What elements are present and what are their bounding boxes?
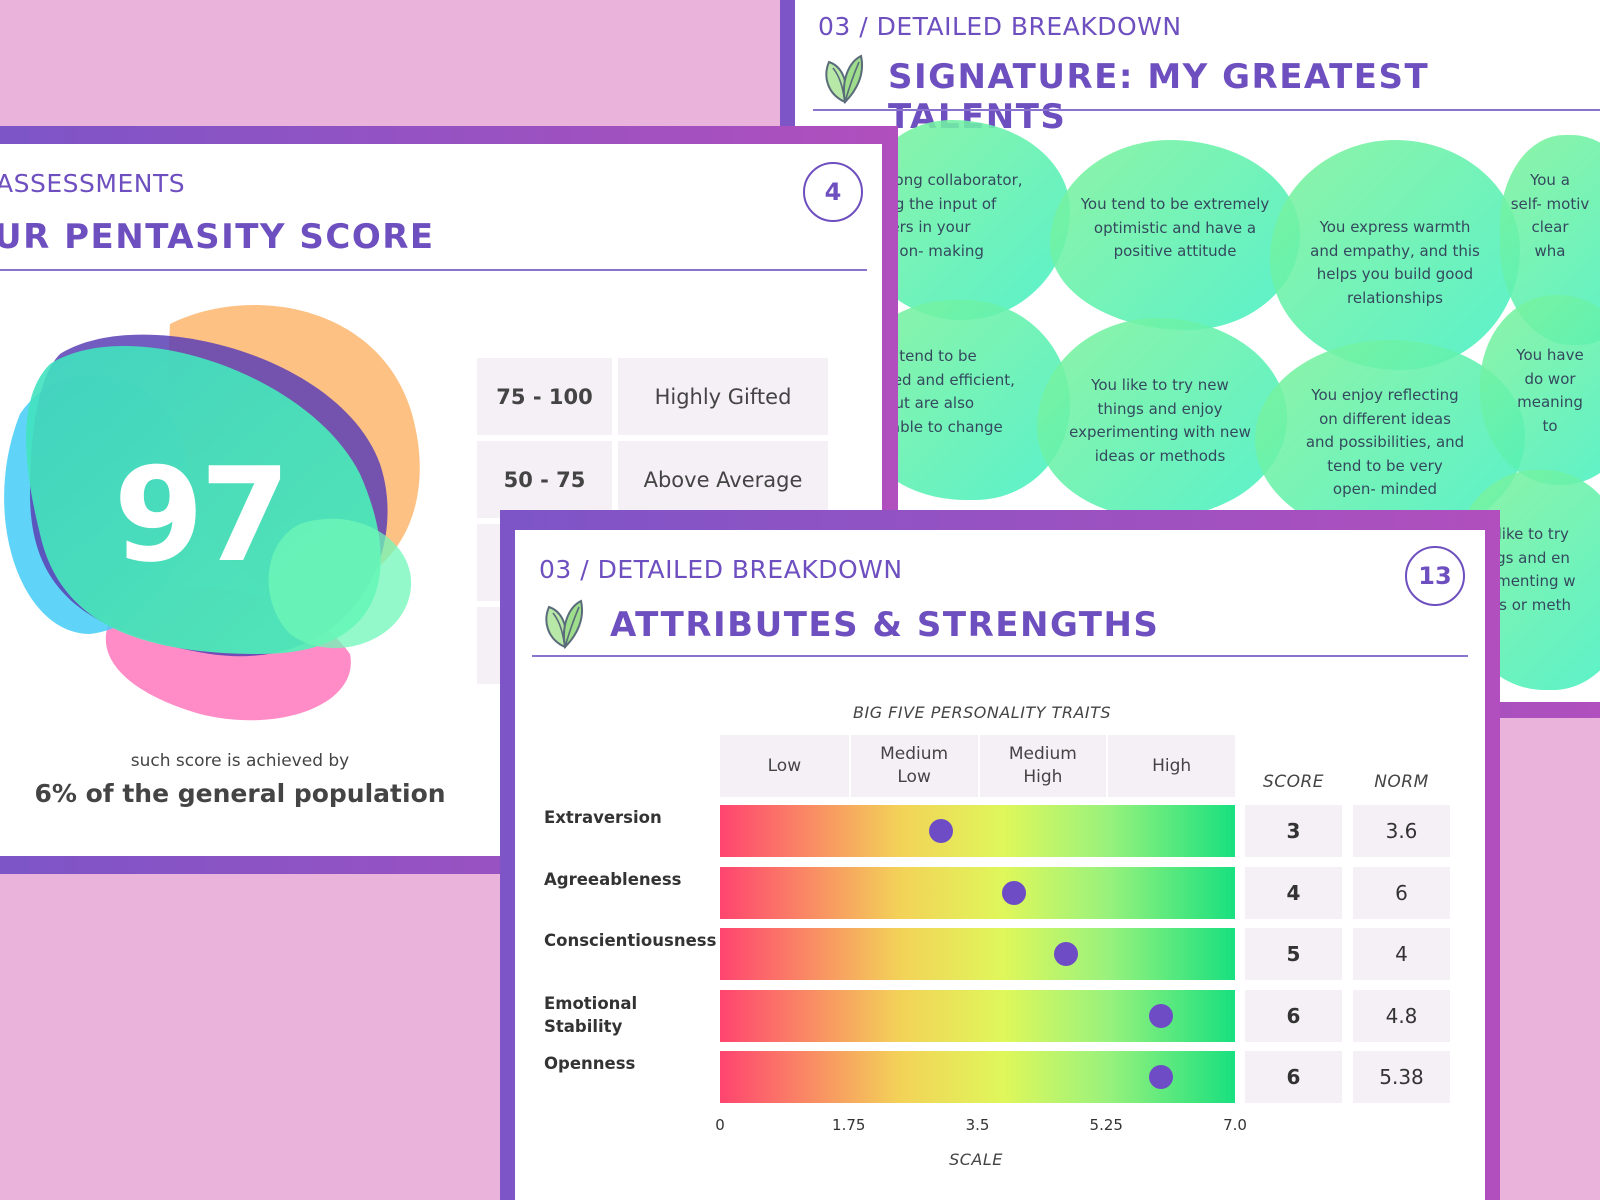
talent-text: You like to try new things and enjoy exp…: [1069, 376, 1251, 465]
scale-band-header: High: [1108, 735, 1235, 797]
trait-label: Conscientiousness: [544, 931, 717, 950]
pentasity-section-label: ASSESSMENTS: [0, 169, 186, 198]
talents-section-label: 03 / DETAILED BREAKDOWN: [818, 12, 1182, 41]
x-tick-label: 1.75: [832, 1116, 866, 1134]
score-caption-small: such score is achieved by: [130, 751, 350, 771]
trait-norm: 5.38: [1353, 1051, 1450, 1103]
leaf-icon: [825, 54, 863, 105]
leaf-icon: [545, 599, 583, 650]
x-tick-label: 7.0: [1223, 1116, 1247, 1134]
trait-bar: [720, 866, 1235, 919]
score-caption-large: 6% of the general population: [34, 779, 446, 808]
trait-value-dot: [1149, 1003, 1174, 1028]
trait-bar: [720, 928, 1235, 980]
talent-text: You have do wor meaning to: [1516, 346, 1584, 435]
page-number-badge: 4: [803, 162, 863, 222]
trait-norm: 6: [1353, 866, 1450, 919]
trait-label: Extraversion: [544, 808, 662, 827]
pentasity-card: ASSESSMENTS UR PENTASITY SCORE 4 97 such…: [0, 144, 882, 856]
pentasity-divider: [0, 269, 867, 271]
trait-bar: [720, 989, 1235, 1042]
chart-title: BIG FIVE PERSONALITY TRAITS: [853, 703, 1112, 722]
trait-score: 6: [1245, 1051, 1342, 1103]
scale-band-header: Medium Low: [850, 735, 978, 797]
talent-blob: [1270, 140, 1520, 370]
trait-bar: [720, 805, 1235, 857]
talents-card: 03 / DETAILED BREAKDOWN SIGNATURE: MY GR…: [795, 0, 1600, 702]
trait-score: 5: [1245, 928, 1342, 980]
talent-blob: [1480, 295, 1600, 485]
talent-text: You a self- motiv clear wha: [1510, 171, 1590, 260]
trait-score: 6: [1245, 989, 1342, 1042]
trait-label: Openness: [544, 1054, 636, 1073]
range-value: 75 - 100: [477, 358, 612, 435]
trait-label: Emotional Stability: [544, 993, 638, 1036]
x-tick-label: 0: [715, 1116, 725, 1134]
norm-column-header: NORM: [1374, 772, 1429, 792]
trait-score: 3: [1245, 805, 1342, 857]
talents-title: SIGNATURE: MY GREATEST TALENTS: [888, 57, 1430, 137]
talent-text: You tend to be extremely optimistic and …: [1080, 195, 1270, 260]
range-value: 50 - 75: [477, 441, 612, 518]
talent-text: strong collaborator, ring the input of t…: [875, 171, 1023, 260]
trait-bar: [720, 1051, 1235, 1103]
talent-blob: [1050, 140, 1300, 330]
trait-value-dot: [928, 819, 953, 843]
trait-norm: 3.6: [1353, 805, 1450, 857]
x-tick-label: 3.5: [965, 1116, 990, 1134]
page-number-badge: 13: [1405, 546, 1465, 606]
trait-norm: 4.8: [1353, 989, 1450, 1042]
score-blob-graphic: [4, 304, 420, 721]
x-axis-label: SCALE: [949, 1150, 1003, 1169]
pentasity-title: UR PENTASITY SCORE: [0, 217, 435, 257]
trait-value-dot: [1002, 880, 1027, 905]
talent-blob: [1037, 318, 1287, 518]
attributes-section-label: 03 / DETAILED BREAKDOWN: [539, 555, 903, 584]
trait-score: 4: [1245, 866, 1342, 919]
attributes-card: 03 / DETAILED BREAKDOWN ATTRIBUTES & STR…: [515, 530, 1485, 1200]
scale-band-header: Low: [720, 735, 849, 797]
talent-text: You enjoy reflecting on different ideas …: [1305, 386, 1465, 498]
talents-divider: [813, 109, 1600, 111]
attributes-title: ATTRIBUTES & STRENGTHS: [610, 605, 1160, 645]
trait-norm: 4: [1353, 928, 1450, 980]
range-label: Highly Gifted: [618, 358, 828, 435]
scale-band-header: Medium High: [979, 735, 1107, 797]
talent-text: You express warmth and empathy, and this…: [1310, 218, 1480, 307]
trait-label: Agreeableness: [544, 869, 682, 889]
score-column-header: SCORE: [1262, 772, 1325, 792]
talent-text: u tend to be sed and efficient, but are …: [885, 347, 1015, 436]
trait-value-dot: [1149, 1065, 1174, 1089]
range-label: Above Average: [618, 441, 828, 518]
x-tick-label: 5.25: [1089, 1116, 1123, 1134]
pentasity-score: 97: [113, 439, 291, 591]
trait-value-dot: [1053, 942, 1078, 966]
attributes-divider: [532, 655, 1468, 657]
